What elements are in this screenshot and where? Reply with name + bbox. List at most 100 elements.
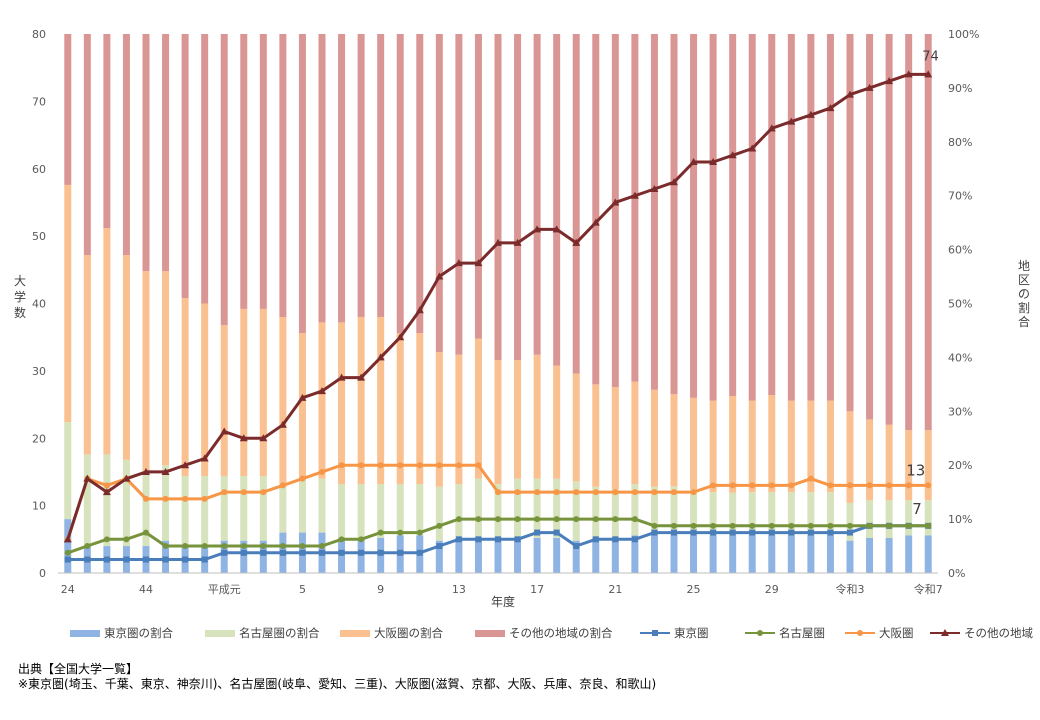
data-point-marker — [435, 272, 444, 280]
share-bar-segment — [64, 422, 72, 520]
data-point-marker — [552, 225, 561, 233]
y2-tick-label: 60% — [948, 244, 972, 257]
share-bar-segment — [494, 360, 502, 485]
data-point-marker — [103, 556, 110, 563]
share-bar-segment — [64, 519, 72, 573]
data-point-marker — [748, 144, 757, 152]
data-point-marker — [260, 549, 267, 556]
share-bar-segment — [924, 34, 932, 431]
x-tick-label: 13 — [452, 583, 466, 596]
data-point-marker — [358, 536, 365, 543]
y2-axis-title: 地区の割合 — [1018, 259, 1030, 329]
share-bar-segment — [533, 34, 541, 355]
y2-tick-label: 30% — [948, 405, 972, 418]
data-point-marker — [865, 83, 874, 91]
data-point-marker — [278, 420, 287, 428]
data-point-marker — [221, 489, 228, 496]
share-bar-segment — [807, 492, 815, 536]
data-point-marker — [475, 536, 482, 543]
share-bar-segment — [553, 34, 561, 366]
data-point-marker — [143, 529, 149, 536]
end-value-label: 7 — [912, 500, 922, 518]
x-tick-label: 21 — [608, 583, 622, 596]
share-bar-segment — [631, 381, 639, 485]
share-bar-segment — [103, 228, 111, 455]
share-bar-segment — [83, 254, 91, 455]
data-point-marker — [630, 191, 639, 199]
data-point-marker — [338, 536, 345, 543]
share-bar-segment — [866, 537, 874, 573]
data-point-marker — [925, 482, 932, 489]
x-tick-label: 25 — [687, 583, 701, 596]
data-point-marker — [534, 529, 541, 536]
legend-item: その他の地域の割合 — [475, 624, 613, 642]
data-point-marker — [83, 474, 92, 482]
data-point-marker — [397, 462, 404, 469]
legend-swatch — [475, 629, 505, 637]
data-point-marker — [847, 522, 853, 529]
share-bar-segment — [298, 478, 306, 533]
data-point-marker — [240, 543, 247, 550]
data-point-marker — [671, 489, 677, 496]
data-point-marker — [553, 489, 560, 496]
x-tick-label: 平成元 — [208, 583, 241, 596]
data-point-marker — [827, 482, 834, 489]
legend-label: 大阪圏 — [879, 626, 914, 640]
share-bar-segment — [690, 397, 698, 490]
share-bar-segment — [709, 400, 717, 493]
share-bar-segment — [162, 34, 170, 272]
share-bar-segment — [220, 34, 228, 326]
data-point-marker — [475, 462, 482, 469]
share-bar-segment — [768, 492, 776, 536]
data-point-marker — [631, 489, 638, 496]
y-tick-label: 20 — [32, 432, 46, 445]
data-point-marker — [63, 535, 72, 543]
data-point-marker — [534, 489, 541, 496]
data-point-marker — [651, 529, 658, 536]
share-bar-segment — [670, 535, 678, 573]
data-point-marker — [123, 536, 130, 543]
data-point-marker — [337, 373, 346, 381]
share-bar-segment — [631, 34, 639, 382]
data-point-marker — [474, 259, 483, 267]
data-point-marker — [103, 536, 110, 543]
data-point-marker — [376, 353, 385, 361]
y-tick-label: 80 — [32, 28, 46, 41]
data-point-marker — [221, 543, 228, 550]
data-point-marker — [162, 495, 169, 502]
y-tick-label: 60 — [32, 163, 46, 176]
data-point-marker — [827, 529, 834, 536]
data-point-marker — [436, 543, 443, 550]
footnote: ※東京圏(埼玉、千葉、東京、神奈川)、名古屋圏(岐阜、愛知、三重)、大阪圏(滋賀… — [18, 677, 657, 691]
y-tick-label: 40 — [32, 298, 46, 311]
x-tick-label: 17 — [530, 583, 544, 596]
share-bar-segment — [338, 34, 346, 323]
share-bar-segment — [142, 470, 150, 547]
share-bar-segment — [533, 537, 541, 573]
share-bar-segment — [729, 34, 737, 397]
share-bar-segment — [787, 400, 795, 493]
share-bar-segment — [318, 478, 326, 533]
data-point-marker — [221, 549, 228, 556]
share-bar-segment — [474, 34, 482, 339]
share-bar-segment — [748, 400, 756, 493]
legend-item: 名古屋圏 — [745, 624, 825, 642]
share-bar-segment — [846, 34, 854, 412]
data-point-marker — [162, 543, 169, 550]
legend-item: 大阪圏の割合 — [340, 624, 443, 642]
share-bar-segment — [142, 34, 150, 272]
share-bar-segment — [181, 298, 189, 476]
data-point-marker — [729, 529, 736, 536]
share-bar-segment — [826, 34, 834, 401]
data-point-marker — [319, 543, 325, 550]
legend-item: 大阪圏 — [845, 624, 914, 642]
y2-tick-label: 90% — [948, 82, 972, 95]
share-bar-segment — [220, 325, 228, 476]
share-bar-segment — [514, 34, 522, 361]
data-point-marker — [749, 482, 756, 489]
share-bar-segment — [826, 492, 834, 536]
share-bar-segment — [826, 535, 834, 573]
legend-swatch — [845, 628, 875, 638]
data-point-marker — [201, 543, 208, 550]
share-bar-segment — [866, 419, 874, 501]
